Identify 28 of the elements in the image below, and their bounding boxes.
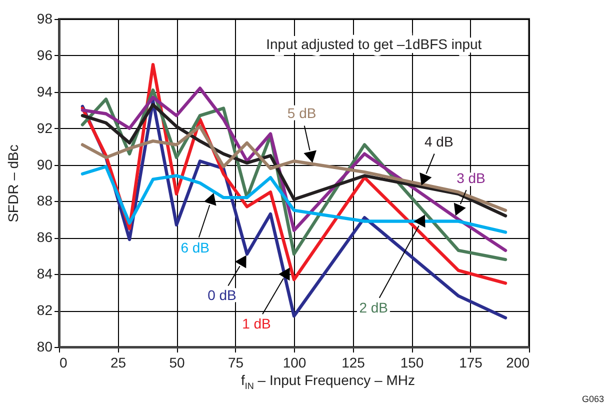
x-tick-label: 25 bbox=[110, 354, 126, 370]
x-axis-title: f$_{IN}$ – Input Frequency – MHz bbox=[240, 372, 416, 391]
line-series bbox=[80, 165, 508, 234]
x-tick-label: 150 bbox=[400, 354, 424, 370]
x-tick-label: 75 bbox=[228, 354, 244, 370]
y-tick-label: 92 bbox=[36, 120, 53, 136]
line-series bbox=[80, 124, 508, 212]
text: 1 dB bbox=[242, 315, 271, 332]
y-tick-label: 94 bbox=[36, 83, 53, 100]
x-tick-label: 200 bbox=[506, 354, 530, 370]
x-tick-label: 0 bbox=[60, 354, 68, 370]
text: G063 bbox=[582, 394, 604, 404]
x-tick-label: 125 bbox=[342, 354, 366, 370]
y-tick-label: 86 bbox=[36, 229, 53, 246]
x-tick-label: 100 bbox=[282, 354, 306, 370]
line-series bbox=[80, 103, 508, 218]
y-tick-label: 96 bbox=[36, 46, 53, 63]
y-tick-label: 90 bbox=[36, 156, 53, 172]
x-tick-label: 50 bbox=[169, 354, 185, 370]
text: 6 dB bbox=[180, 240, 210, 256]
y-tick-label: 88 bbox=[36, 192, 53, 209]
x-tick-label: 175 bbox=[459, 354, 483, 370]
y-tick-label: 82 bbox=[36, 302, 53, 318]
y-tick-label: 80 bbox=[36, 338, 53, 354]
y-axis-title: SFDR – dBc bbox=[4, 144, 21, 222]
y-tick-label: 84 bbox=[36, 266, 53, 282]
y-tick-label: 98 bbox=[36, 10, 53, 26]
text: 4 dB bbox=[424, 134, 454, 150]
